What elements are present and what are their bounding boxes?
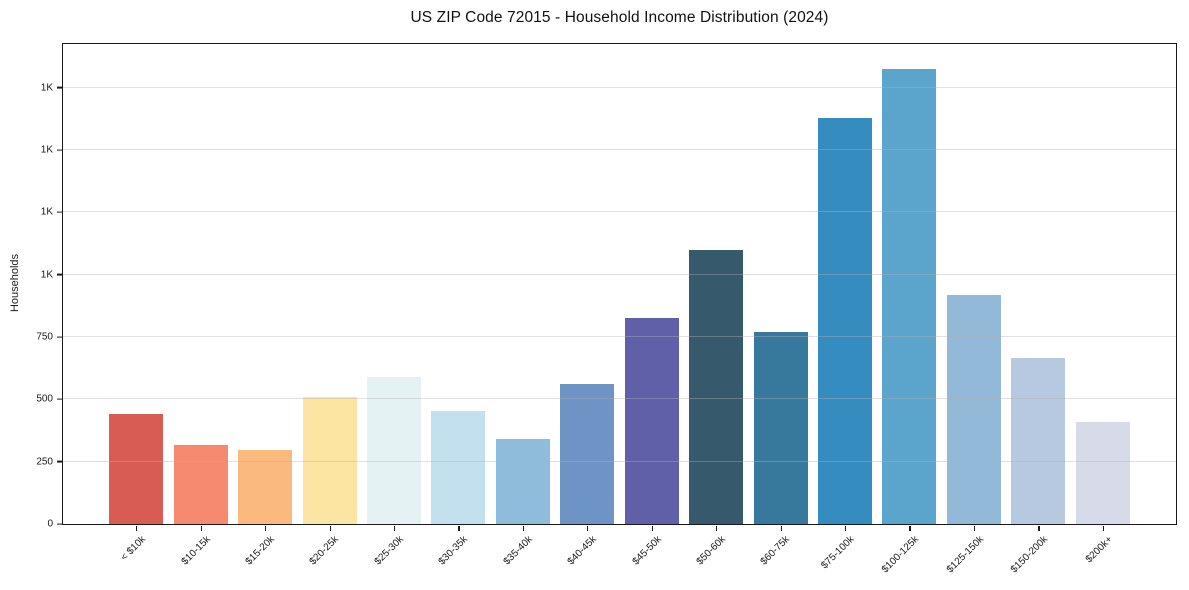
x-tick-mark xyxy=(845,525,847,531)
y-tick-mark xyxy=(57,149,63,151)
y-tick-label: 500 xyxy=(36,393,53,405)
y-tick-mark xyxy=(57,336,63,338)
x-tick-label: $100-125k xyxy=(880,534,922,576)
bar-slot: $15-20k xyxy=(233,44,297,567)
bar-$50-60k xyxy=(689,249,744,524)
x-tick-label: $25-30k xyxy=(372,534,406,568)
x-tick-mark xyxy=(522,525,525,531)
bar-slot: $100-125k xyxy=(877,44,941,575)
x-tick-label: $75-100k xyxy=(819,534,857,572)
x-tick-label: $15-20k xyxy=(243,534,277,568)
x-tick-label: $200k+ xyxy=(1083,534,1115,566)
y-tick-label: 750 xyxy=(36,331,53,343)
y-tick-mark xyxy=(57,398,63,400)
x-tick-label: $150-200k xyxy=(1008,534,1051,576)
y-axis-label: Households xyxy=(9,253,21,313)
bar-$15-20k xyxy=(238,450,293,524)
x-tick-label: $30-35k xyxy=(436,534,471,568)
x-tick-label: $10-15k xyxy=(179,534,213,568)
bar-$35-40k xyxy=(495,439,550,524)
bar-slot: $25-30k xyxy=(362,44,426,567)
x-tick-mark xyxy=(1102,525,1104,531)
x-tick-label: < $10k xyxy=(118,534,148,564)
x-tick-mark xyxy=(780,525,782,531)
x-tick-mark xyxy=(587,525,589,531)
x-tick-mark xyxy=(973,525,976,531)
bar-$40-45k xyxy=(560,384,615,524)
bar-slot: $30-35k xyxy=(426,44,490,567)
x-tick-mark xyxy=(909,525,911,531)
bars-layer: < $10k $10-15k $15-20k $20-25k $25-30k $30-35… xyxy=(63,44,1176,575)
bar-slot: $50-60k xyxy=(684,44,748,567)
bar-$75-100k xyxy=(818,118,873,524)
x-tick-mark xyxy=(651,525,653,531)
y-tick-label: 250 xyxy=(36,456,53,468)
y-tick-label: 0 xyxy=(47,518,53,530)
x-tick-label: $40-45k xyxy=(565,534,600,568)
bar-slot: $150-200k xyxy=(1006,44,1070,575)
y-tick-mark xyxy=(57,461,63,463)
x-tick-label: $60-75k xyxy=(759,534,793,568)
bar-slot: $60-75k xyxy=(748,44,812,567)
x-tick-label: $50-60k xyxy=(694,534,728,568)
bar-slot: $40-45k xyxy=(555,44,619,567)
x-tick-mark xyxy=(1038,525,1040,531)
bar-slot: $75-100k xyxy=(813,44,877,571)
y-tick-mark xyxy=(57,523,63,525)
bar-$200k+ xyxy=(1075,421,1130,524)
bar-$150-200k xyxy=(1011,358,1066,524)
y-tick-label: 1K xyxy=(40,206,53,218)
bar-$25-30k xyxy=(366,376,421,524)
x-tick-label: $125-150k xyxy=(944,534,986,576)
x-tick-mark xyxy=(458,525,460,531)
bar-< $10k xyxy=(109,414,164,524)
chart-title: US ZIP Code 72015 - Household Income Dis… xyxy=(410,9,829,26)
bar-$20-25k xyxy=(302,396,357,524)
y-tick-label: 1K xyxy=(40,269,53,281)
y-tick-mark xyxy=(57,274,63,276)
bar-slot: < $10k xyxy=(104,44,168,563)
y-tick-label: 1K xyxy=(40,82,53,94)
bar-slot: $20-25k xyxy=(297,44,361,567)
x-tick-label: $35-40k xyxy=(501,534,535,568)
bar-slot: $35-40k xyxy=(491,44,555,567)
plot-area: < $10k $10-15k $15-20k $20-25k $25-30k $30-35… xyxy=(36,43,1177,575)
bar-slot: $45-50k xyxy=(620,44,684,567)
bar-$60-75k xyxy=(753,332,808,524)
x-tick-label: $20-25k xyxy=(307,534,342,568)
x-tick-mark xyxy=(329,525,331,531)
y-tick-mark xyxy=(57,211,63,213)
bar-$125-150k xyxy=(946,294,1001,524)
y-tick-mark xyxy=(57,87,63,89)
bar-slot: $10-15k xyxy=(168,44,232,567)
y-tick-label: 1K xyxy=(40,144,53,156)
bar-$100-125k xyxy=(882,68,937,524)
bar-$30-35k xyxy=(431,410,486,524)
x-tick-label: $45-50k xyxy=(630,534,664,568)
x-tick-mark xyxy=(393,525,396,531)
x-tick-mark xyxy=(265,525,267,531)
x-tick-mark xyxy=(200,525,202,531)
x-tick-mark xyxy=(716,525,718,531)
bar-$45-50k xyxy=(624,318,679,524)
bar-slot: $200k+ xyxy=(1071,44,1135,565)
bar-$10-15k xyxy=(173,445,228,524)
bar-slot: $125-150k xyxy=(942,44,1006,575)
x-tick-mark xyxy=(136,525,138,531)
